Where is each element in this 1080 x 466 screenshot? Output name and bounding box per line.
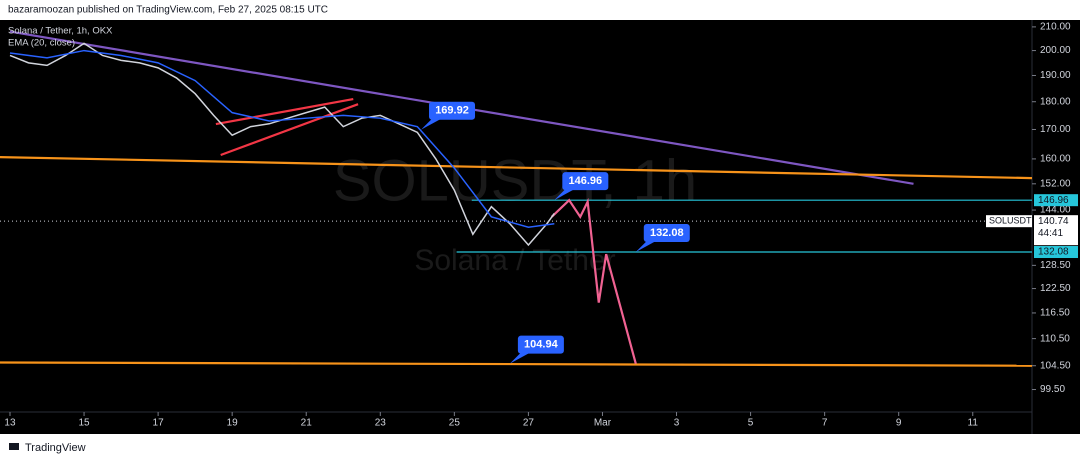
callout-box — [517, 335, 564, 354]
legend-entry: Solana / Tether, 1h, OKX — [8, 26, 113, 37]
watermark: Solana / Tether — [414, 244, 615, 277]
callout-label: 169.92 — [435, 105, 469, 117]
x-tick-label: 15 — [78, 418, 90, 429]
last-price-label: 140.74 — [1038, 216, 1069, 227]
y-tick-label: 152.00 — [1040, 178, 1071, 189]
trendline — [215, 97, 354, 126]
x-tick-label: 9 — [896, 418, 902, 429]
trendline — [0, 361, 1033, 367]
callout-box — [429, 101, 476, 120]
countdown: 44:41 — [1038, 228, 1063, 239]
y-tick-label: 104.50 — [1040, 360, 1071, 371]
axis-marker-label: 132.08 — [1038, 247, 1069, 258]
y-tick-label: 210.00 — [1040, 22, 1071, 33]
x-tick-label: 5 — [748, 418, 754, 429]
y-tick-label: 110.50 — [1040, 333, 1070, 344]
y-tick-label: 122.50 — [1040, 283, 1071, 294]
callout-box — [643, 224, 690, 243]
trendline — [220, 103, 359, 157]
trendline — [0, 155, 1033, 180]
axis-marker — [1034, 194, 1078, 207]
y-tick-label: 200.00 — [1040, 45, 1071, 56]
y-tick-label: 170.00 — [1040, 124, 1071, 135]
y-tick-label: 190.00 — [1040, 70, 1071, 81]
x-tick-label: 25 — [449, 418, 461, 429]
symbol-box — [986, 215, 1032, 228]
y-tick-label: 180.00 — [1040, 96, 1071, 107]
callout-box — [562, 172, 609, 191]
callout-label: 132.08 — [650, 227, 684, 239]
x-tick-label: 19 — [227, 418, 239, 429]
footer-logo — [9, 443, 19, 450]
y-tick-label: 144.00 — [1040, 205, 1071, 216]
callout-pointer — [509, 351, 532, 364]
callout-pointer — [635, 240, 658, 253]
axis-marker-label: 146.96 — [1038, 195, 1069, 206]
x-tick-label: 21 — [301, 418, 313, 429]
legend-entry: EMA (20, close) — [8, 38, 75, 49]
axis-marker — [1034, 246, 1078, 259]
x-tick-label: 17 — [153, 418, 165, 429]
footer-brand: TradingView — [25, 442, 86, 454]
publisher: bazaramoozan published on TradingView.co… — [8, 5, 328, 16]
y-tick-label: 116.50 — [1040, 308, 1070, 319]
y-tick-label: 160.00 — [1040, 154, 1071, 165]
price-line — [9, 49, 555, 228]
callout-label: 104.94 — [524, 339, 559, 351]
last-price-box — [1034, 215, 1078, 246]
y-tick-label: 99.50 — [1040, 384, 1065, 395]
chart-background — [0, 20, 1080, 434]
x-tick-label: 23 — [375, 418, 387, 429]
x-tick-label: 3 — [674, 418, 680, 429]
x-tick-label: Mar — [594, 418, 612, 429]
x-tick-label: 13 — [4, 418, 16, 429]
price-line — [9, 42, 555, 247]
x-tick-label: 27 — [523, 418, 535, 429]
x-tick-label: 11 — [968, 418, 979, 429]
callout-pointer — [421, 117, 444, 130]
x-tick-label: 7 — [822, 418, 828, 429]
y-tick-label: 128.50 — [1040, 260, 1071, 271]
symbol-label: SOLUSDT — [989, 216, 1032, 226]
logo-mark — [9, 443, 19, 450]
trendline — [550, 197, 637, 364]
callout-label: 146.96 — [568, 175, 602, 187]
callout-pointer — [554, 188, 577, 201]
watermark: SOLUSDT, 1h — [333, 148, 697, 213]
